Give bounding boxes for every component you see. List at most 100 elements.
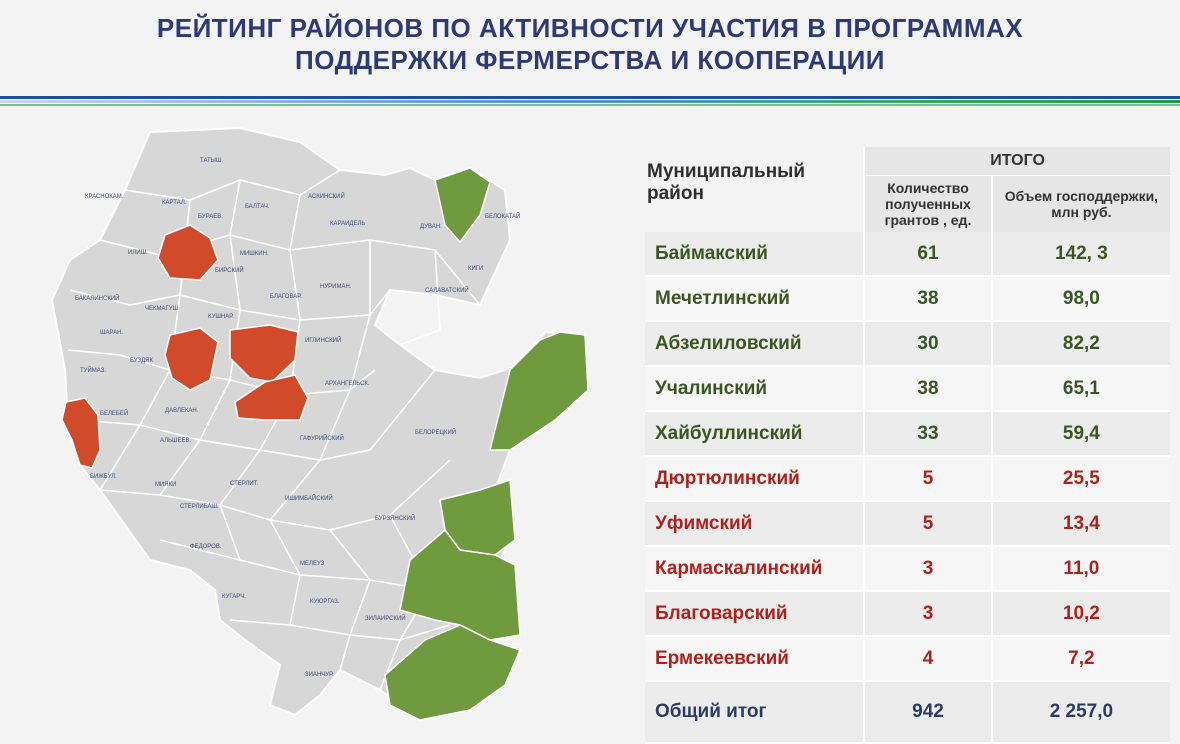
- district-label: СТЕРЛИТ.: [230, 481, 259, 487]
- district-cell: Хайбуллинский: [645, 411, 865, 457]
- district-cell: Баймакский: [645, 232, 865, 277]
- district-cell: Благоварский: [645, 591, 865, 637]
- district-label: АСКИНСКИЙ: [308, 192, 345, 200]
- total-row: Общий итог 942 2 257,0: [645, 681, 1170, 744]
- district-khaybullinsky: [384, 624, 522, 721]
- district-label: АРХАНГЕЛЬСК.: [325, 381, 370, 387]
- district-label: МЕЛЕУЗ: [300, 561, 325, 567]
- support-cell: 25,5: [990, 456, 1170, 502]
- table-row: Ермекеевский 4 7,2: [645, 636, 1170, 682]
- page-title: РЕЙТИНГ РАЙОНОВ ПО АКТИВНОСТИ УЧАСТИЯ В …: [0, 12, 1180, 76]
- support-cell: 98,0: [990, 276, 1170, 322]
- district-label: АЛЬШЕЕВ.: [160, 438, 192, 444]
- district-label: КРАСНОКАМ.: [85, 194, 124, 200]
- column-header-district: Муниципальный район: [645, 147, 865, 232]
- grants-cell: 38: [863, 366, 992, 412]
- table-row: Дюртюлинский 5 25,5: [645, 456, 1170, 502]
- title-line-2: ПОДДЕРЖКИ ФЕРМЕРСТВА И КООПЕРАЦИИ: [295, 45, 885, 75]
- district-label: ТАТЫШ.: [200, 158, 223, 164]
- column-header-grants: Количество полученных грантов , ед.: [863, 175, 992, 232]
- district-baymaksky: [399, 528, 521, 641]
- district-label: КУГАРЧ.: [222, 594, 246, 600]
- district-cell: Ермекеевский: [645, 636, 865, 682]
- district-label: МИЯКИ: [155, 482, 176, 488]
- district-cell: Абзелиловский: [645, 321, 865, 367]
- district-cell: Кармаскалинский: [645, 546, 865, 592]
- district-label: ГАФУРИЙСКИЙ: [300, 434, 344, 442]
- district-label: КУШНАР.: [208, 314, 234, 320]
- total-grants: 942: [863, 681, 992, 744]
- district-uchalinsky: [489, 331, 589, 451]
- table-row: Благоварский 3 10,2: [645, 591, 1170, 637]
- grants-cell: 38: [863, 276, 992, 322]
- district-label: ТУЙМАЗ.: [80, 366, 106, 374]
- grants-cell: 4: [863, 636, 992, 682]
- district-label: ИЛИШ.: [128, 250, 148, 256]
- district-label: БУРАЕВ.: [198, 214, 223, 220]
- district-label: БЕЛЕБЕЙ: [100, 409, 128, 417]
- district-label: БИЖБУЛ.: [90, 474, 117, 480]
- district-label: ДУВАН.: [420, 224, 442, 230]
- table-row: Мечетлинский 38 98,0: [645, 276, 1170, 322]
- district-label: БАКАЛИНСКИЙ: [75, 294, 119, 302]
- district-labels: ТАТЫШ. КРАСНОКАМ. КАРТАЛ. БУРАЕВ. БАЛТАЧ. АСК…: [75, 158, 520, 678]
- table-row: Учалинский 38 65,1: [645, 366, 1170, 412]
- support-cell: 7,2: [990, 636, 1170, 682]
- district-label: ЗИАНЧУР.: [305, 672, 334, 678]
- support-cell: 142, 3: [990, 232, 1170, 277]
- district-ufimsky: [229, 324, 299, 383]
- column-header-support: Объем господдержки, млн руб.: [990, 175, 1170, 232]
- support-cell: 13,4: [990, 501, 1170, 547]
- district-label: ИШИМБАЙСКИЙ: [285, 494, 333, 502]
- district-label: БУЗДЯК: [130, 358, 154, 364]
- district-label: ДАВЛЕКАН.: [165, 408, 199, 414]
- map-svg: ТАТЫШ. КРАСНОКАМ. КАРТАЛ. БУРАЕВ. БАЛТАЧ. АСК…: [50, 126, 590, 722]
- district-label: ФЕДОРОВ.: [190, 544, 222, 550]
- support-cell: 10,2: [990, 591, 1170, 637]
- district-label: БЕЛОРЕЦКИЙ: [415, 428, 456, 436]
- green-districts: [384, 167, 589, 721]
- district-cell: Уфимский: [645, 501, 865, 547]
- district-label: БАЛТАЧ.: [245, 204, 270, 210]
- district-label: САЛАВАТСКИЙ: [425, 286, 469, 294]
- column-group-total: ИТОГО: [863, 147, 1170, 176]
- table-row: Баймакский 61 142, 3: [645, 232, 1170, 277]
- district-label: КАРАИДЕЛЬ: [330, 221, 365, 227]
- district-cell: Мечетлинский: [645, 276, 865, 322]
- district-label: МИШКИН.: [240, 251, 269, 257]
- total-label: Общий итог: [645, 681, 865, 744]
- grants-cell: 61: [863, 232, 992, 277]
- support-cell: 65,1: [990, 366, 1170, 412]
- total-support: 2 257,0: [990, 681, 1170, 744]
- district-label: БИРСКИЙ: [215, 266, 244, 274]
- grants-cell: 5: [863, 501, 992, 547]
- table-row: Уфимский 5 13,4: [645, 501, 1170, 547]
- district-label: НУРИМАН.: [320, 284, 352, 290]
- district-blagovarsky: [164, 327, 219, 391]
- district-dyurtyulinsky: [157, 224, 219, 281]
- grants-cell: 3: [863, 546, 992, 592]
- district-label: СТЕРЛИБАШ.: [180, 504, 219, 510]
- grants-cell: 5: [863, 456, 992, 502]
- district-cell: Учалинский: [645, 366, 865, 412]
- district-label: КИГИ: [468, 266, 483, 272]
- district-label: БЕЛОКАТАЙ: [485, 212, 520, 220]
- district-mechetlinsky: [434, 167, 491, 244]
- grants-cell: 3: [863, 591, 992, 637]
- support-cell: 82,2: [990, 321, 1170, 367]
- district-cell: Дюртюлинский: [645, 456, 865, 502]
- district-label: БЛАГОВАР.: [270, 294, 302, 300]
- district-ermekeevsky: [61, 397, 101, 469]
- red-districts: [61, 224, 309, 469]
- district-label: ЧЕКМАГУШ: [145, 306, 178, 312]
- support-cell: 11,0: [990, 546, 1170, 592]
- district-label: КАРТАЛ.: [162, 200, 187, 206]
- grants-cell: 30: [863, 321, 992, 367]
- rating-table: Муниципальный район ИТОГО Количество пол…: [645, 147, 1170, 744]
- district-label: ИГЛИНСКИЙ: [305, 336, 341, 344]
- table-row: Кармаскалинский 3 11,0: [645, 546, 1170, 592]
- districts-map: ТАТЫШ. КРАСНОКАМ. КАРТАЛ. БУРАЕВ. БАЛТАЧ. АСК…: [40, 120, 610, 730]
- header-stripe: [0, 96, 1180, 106]
- district-label: ЗИЛАИРСКИЙ: [365, 614, 406, 622]
- district-label: КУЮРГАЗ.: [310, 599, 340, 605]
